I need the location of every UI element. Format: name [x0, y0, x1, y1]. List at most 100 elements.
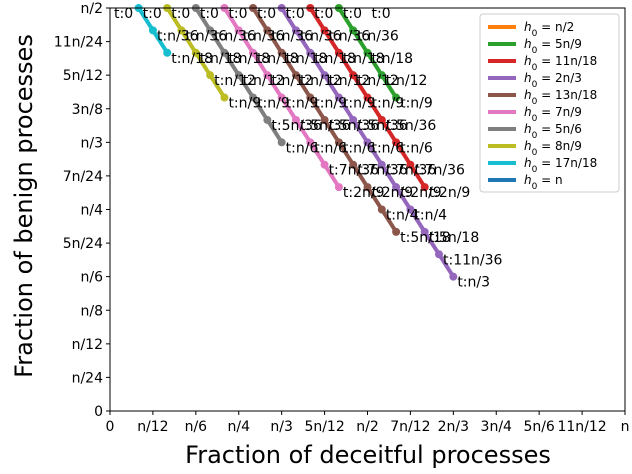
plot-area: t:0t:0t:n/36t:n/18t:n/12t:n/9t:0t:n/36t:… — [54, 1, 630, 435]
point-label: t:n/36 — [214, 28, 256, 44]
data-point — [206, 26, 215, 35]
point-label: t:n/12 — [357, 73, 399, 89]
data-point — [392, 183, 401, 192]
point-label: t:n/36 — [329, 28, 371, 44]
data-point — [277, 138, 286, 147]
point-label: t:7n/36 — [386, 163, 437, 179]
point-label: t:n/18 — [286, 51, 328, 67]
data-point — [291, 115, 300, 124]
data-point — [406, 205, 415, 214]
data-point — [392, 227, 401, 236]
point-label: t:0 — [257, 6, 276, 22]
y-axis-title: Fraction of benign processes — [10, 34, 38, 378]
point-label: t:2n/9 — [400, 185, 442, 201]
data-point — [291, 26, 300, 35]
point-label: t:n/9 — [372, 96, 405, 112]
legend-label: h0 = 2n/3 — [524, 71, 582, 90]
data-point — [206, 71, 215, 80]
data-point — [148, 26, 157, 35]
point-label: t:n/3 — [457, 275, 490, 291]
point-label: t:2n/9 — [343, 185, 385, 201]
point-label: t:n/12 — [386, 73, 428, 89]
data-point — [363, 138, 372, 147]
data-point — [277, 48, 286, 57]
y-tick-label: 7n/24 — [63, 169, 103, 185]
data-point — [320, 160, 329, 169]
x-tick-label: 0 — [106, 419, 115, 435]
data-point — [349, 160, 358, 169]
data-point — [334, 93, 343, 102]
point-label: t:5n/18 — [400, 230, 451, 246]
point-label: t:n/9 — [314, 96, 347, 112]
point-label: t:5n/18 — [429, 230, 480, 246]
legend-label: h0 = 5n/9 — [524, 37, 582, 56]
point-label: t:0 — [286, 6, 305, 22]
data-point — [392, 138, 401, 147]
point-label: t:0 — [314, 6, 333, 22]
point-label: t:n/18 — [371, 51, 413, 67]
data-point — [249, 48, 258, 57]
data-point — [449, 272, 458, 281]
point-label: t:n/6 — [400, 140, 433, 156]
point-label: t:5n/36 — [271, 118, 322, 134]
point-label: t:n/9 — [400, 96, 433, 112]
point-label: t:7n/36 — [357, 163, 408, 179]
data-point — [220, 93, 229, 102]
point-label: t:n/36 — [186, 28, 228, 44]
x-tick-label: n/2 — [356, 419, 379, 435]
data-point — [377, 160, 386, 169]
data-point — [291, 71, 300, 80]
point-label: t:n/6 — [343, 140, 376, 156]
point-label: t:n/18 — [228, 51, 270, 67]
x-tick-label: n/4 — [228, 419, 251, 435]
y-tick-label: 11n/24 — [54, 35, 103, 51]
y-tick-label: n/8 — [81, 303, 104, 319]
point-label: t:n/9 — [286, 96, 319, 112]
x-tick-label: 3n/4 — [481, 419, 512, 435]
legend-label: h0 = 11n/18 — [524, 54, 597, 73]
point-label: t:n/6 — [314, 140, 347, 156]
x-tick-label: 5n/12 — [304, 419, 344, 435]
data-point — [191, 48, 200, 57]
data-point — [220, 48, 229, 57]
data-point — [234, 26, 243, 35]
x-tick-label: n — [621, 419, 630, 435]
data-point — [306, 48, 315, 57]
point-label: t:n/36 — [243, 28, 285, 44]
data-point — [377, 71, 386, 80]
point-label: t:n/36 — [271, 28, 313, 44]
point-label: t:0 — [343, 6, 362, 22]
point-label: t:5n/36 — [329, 118, 380, 134]
y-tick-label: 5n/12 — [63, 68, 103, 84]
point-label: t:2n/9 — [429, 185, 471, 201]
data-point — [363, 183, 372, 192]
point-label: t:n/12 — [214, 73, 256, 89]
data-point — [334, 48, 343, 57]
point-label: t:n/36 — [300, 28, 342, 44]
y-tick-label: n/4 — [81, 203, 104, 219]
data-point — [349, 71, 358, 80]
data-point — [320, 115, 329, 124]
legend-label: h0 = 8n/9 — [524, 139, 582, 158]
point-label: t:n/6 — [371, 140, 404, 156]
x-tick-label: 11n/12 — [557, 419, 606, 435]
legend-label: h0 = n — [524, 173, 563, 192]
data-point — [163, 48, 172, 57]
point-label: t:0 — [114, 6, 133, 22]
y-tick-label: 0 — [94, 404, 103, 420]
point-label: t:7n/36 — [414, 163, 465, 179]
point-label: t:n/12 — [300, 73, 342, 89]
point-label: t:n/9 — [257, 96, 290, 112]
data-point — [263, 71, 272, 80]
point-label: t:n/4 — [414, 208, 447, 224]
point-label: t:n/18 — [257, 51, 299, 67]
point-label: t:n/36 — [357, 28, 399, 44]
data-point — [177, 26, 186, 35]
data-point — [392, 93, 401, 102]
legend-label: h0 = 5n/6 — [524, 122, 582, 141]
point-label: t:n/12 — [243, 73, 285, 89]
x-axis-title: Fraction of deceitful processes — [185, 441, 551, 469]
y-tick-label: n/2 — [81, 1, 104, 17]
point-label: t:n/6 — [286, 140, 319, 156]
